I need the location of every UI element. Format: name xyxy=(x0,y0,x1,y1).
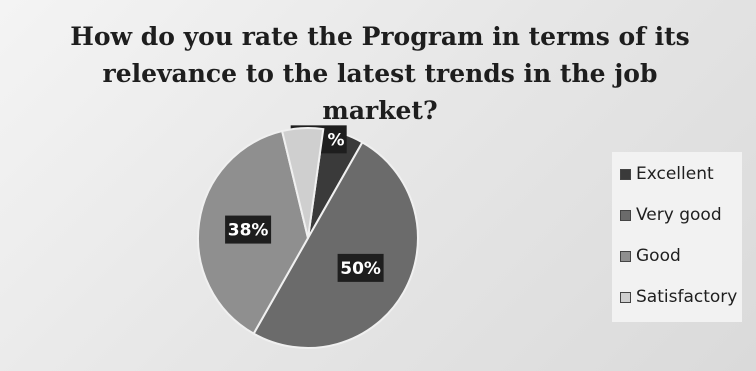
legend-swatch xyxy=(620,168,631,180)
pie-slice-satisfactory xyxy=(280,127,325,239)
chart-title-line-1: How do you rate the Program in terms of … xyxy=(70,22,690,51)
legend-swatch xyxy=(620,291,631,303)
legend-item: Excellent xyxy=(620,164,714,184)
legend-label: Good xyxy=(636,246,681,266)
data-label-box xyxy=(225,215,272,244)
data-label-box xyxy=(337,253,384,282)
legend-swatch xyxy=(620,209,631,221)
data-label: 50% xyxy=(340,259,381,279)
pie-slice-very-good xyxy=(252,140,419,349)
legend-label: Satisfactory xyxy=(636,287,738,307)
data-label: 38% xyxy=(228,221,269,241)
legend-swatch xyxy=(620,250,631,262)
chart-title-line-2: relevance to the latest trends in the jo… xyxy=(102,59,658,125)
legend-label: Excellent xyxy=(636,164,714,184)
legend-item: Very good xyxy=(620,205,722,225)
legend-item: Satisfactory xyxy=(620,287,737,307)
legend-item: Good xyxy=(620,246,681,266)
legend-label: Very good xyxy=(636,205,722,225)
chart-title: How do you rate the Program in terms of … xyxy=(60,18,700,129)
chart-legend: Excellent Very good Good Satisfactory xyxy=(612,152,742,322)
